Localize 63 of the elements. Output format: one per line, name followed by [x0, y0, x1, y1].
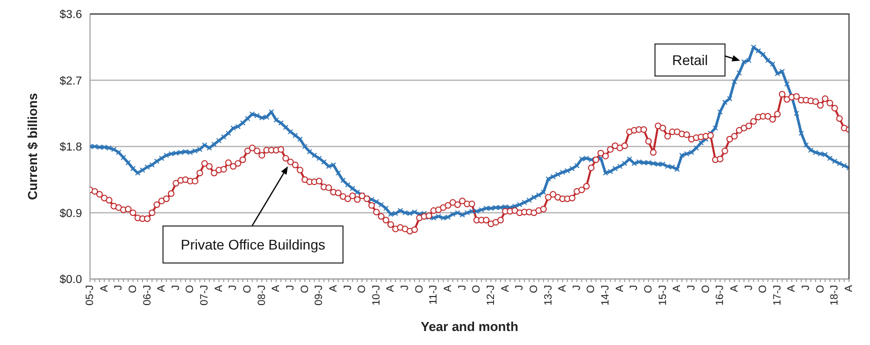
x-tick-label: J [514, 285, 526, 290]
x-tick-label: 08-J [256, 285, 268, 306]
x-tick-label: 06-J [141, 285, 154, 306]
x-tick-label: J [685, 285, 698, 290]
x-tick-label: A [843, 285, 855, 292]
x-tick-label: O [642, 285, 655, 294]
x-tick-label: J [227, 285, 240, 290]
x-tick-label: J [456, 285, 468, 290]
x-tick-label: A [728, 285, 740, 292]
x-tick-label: J [284, 285, 296, 290]
x-tick-label: 11-J [428, 285, 440, 305]
x-tick-label: O [470, 285, 483, 294]
text: Private Office Buildings [180, 236, 326, 252]
x-tick-label: J [112, 285, 125, 290]
x-tick-label: A [614, 285, 626, 292]
x-tick-label: O [814, 285, 826, 294]
y-tick-label: $2.7 [60, 75, 82, 88]
x-tick-label: O [585, 285, 598, 294]
x-tick-label: O [242, 285, 254, 294]
x-tick-label: A [156, 285, 168, 292]
x-tick-label: 12-J [484, 285, 497, 306]
x-tick-label: 13-J [542, 285, 554, 306]
y-tick-label: $3.6 [60, 9, 82, 22]
x-tick-label: O [126, 285, 139, 294]
x-tick-label: A [556, 285, 569, 292]
x-tick-label: J [399, 285, 412, 290]
x-tick-label: J [570, 285, 583, 290]
x-tick-label: A [270, 285, 282, 292]
x-tick-label: A [786, 285, 798, 292]
x-tick-label: O [528, 285, 540, 294]
x-tick-label: A [98, 285, 110, 292]
x-tick-label: O [700, 285, 712, 294]
x-tick-label: A [327, 285, 340, 292]
x-tick-label: O [757, 285, 770, 294]
x-axis-title: Year and month [420, 319, 518, 334]
y-axis-title: Current $ billions [24, 93, 40, 200]
x-tick-label: A [671, 285, 684, 292]
x-tick-label: 18-J [828, 285, 841, 306]
x-tick-label: A [384, 285, 397, 292]
x-tick-label: 07-J [198, 285, 211, 306]
x-tick-label: J [628, 285, 640, 290]
x-tick-label: O [184, 285, 196, 294]
y-tick-label: $1.8 [60, 142, 82, 154]
x-tick-label: A [442, 285, 454, 292]
x-tick-label: O [413, 285, 426, 294]
x-tick-label: 17-J [771, 285, 784, 306]
x-tick-label: 14-J [600, 285, 612, 306]
x-tick-label: J [742, 285, 755, 290]
x-tick-label: A [212, 285, 225, 292]
x-tick-label: O [298, 285, 311, 294]
x-tick-label: 09-J [313, 285, 326, 306]
x-tick-label: 10-J [370, 285, 382, 306]
x-tick-label: A [499, 285, 512, 292]
y-tick-label: $0.9 [60, 208, 82, 220]
x-tick-label: J [170, 285, 182, 290]
x-tick-label: J [800, 285, 812, 290]
series-label: Retail [672, 52, 708, 68]
x-tick-label: J [342, 285, 354, 290]
x-tick-label: O [356, 285, 368, 294]
x-tick-label: 16-J [714, 285, 726, 306]
y-tick-label: $0.0 [60, 274, 82, 286]
x-tick-label: 15-J [656, 285, 669, 306]
x-tick-label: 05-J [84, 285, 96, 306]
